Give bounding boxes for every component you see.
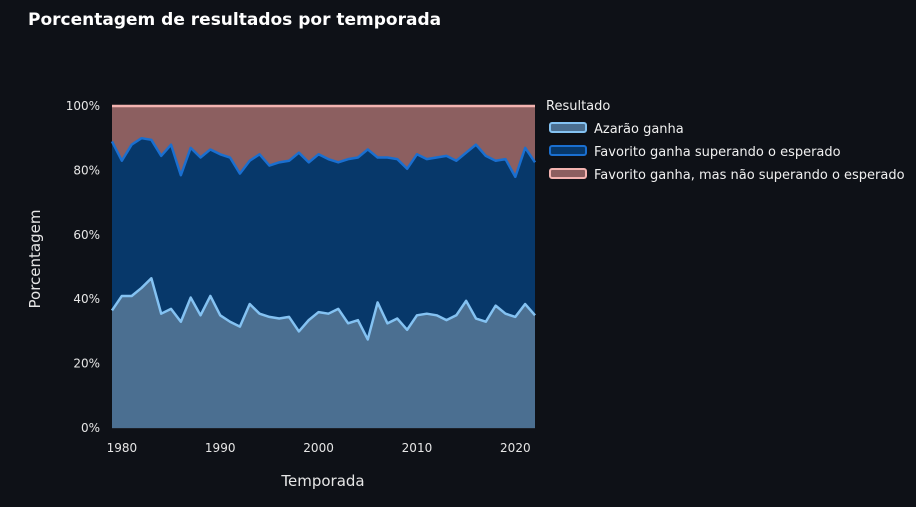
area-series-1 bbox=[112, 138, 535, 340]
x-tick-label: 1980 bbox=[107, 441, 138, 455]
y-tick-label: 0% bbox=[81, 421, 100, 435]
legend-title: Resultado bbox=[546, 99, 610, 114]
chart-title: Porcentagem de resultados por temporada bbox=[28, 10, 442, 30]
line-layer bbox=[110, 104, 537, 341]
y-axis-ticks: 0% 20% 40% 60% 80% 100% bbox=[66, 99, 100, 435]
y-tick-label: 100% bbox=[66, 99, 100, 113]
y-axis-title: Porcentagem bbox=[26, 210, 44, 309]
y-tick-label: 60% bbox=[73, 228, 100, 242]
x-tick-label: 2020 bbox=[500, 441, 531, 455]
area-series-0 bbox=[112, 278, 535, 428]
area-series-2 bbox=[112, 106, 535, 177]
legend-swatch bbox=[549, 122, 587, 133]
y-tick-label: 20% bbox=[73, 357, 100, 371]
legend-entry-label: Favorito ganha superando o esperado bbox=[594, 145, 841, 160]
legend-swatch bbox=[549, 145, 587, 156]
x-tick-label: 2010 bbox=[402, 441, 433, 455]
line-series-1 bbox=[110, 136, 537, 179]
x-tick-label: 1990 bbox=[205, 441, 236, 455]
x-tick-label: 2000 bbox=[303, 441, 334, 455]
x-axis-title: Temporada bbox=[280, 472, 364, 490]
y-tick-label: 40% bbox=[73, 292, 100, 306]
area-layer bbox=[112, 106, 535, 428]
y-tick-label: 80% bbox=[73, 163, 100, 177]
legend-entry-label: Favorito ganha, mas não superando o espe… bbox=[594, 168, 905, 183]
x-axis-ticks: 1980 1990 2000 2010 2020 bbox=[107, 441, 531, 455]
legend-swatch bbox=[549, 168, 587, 179]
legend-entry-label: Azarão ganha bbox=[594, 122, 684, 137]
legend: Resultado Azarão ganha Favorito ganha sup… bbox=[546, 99, 905, 183]
line-series-0 bbox=[110, 277, 536, 341]
